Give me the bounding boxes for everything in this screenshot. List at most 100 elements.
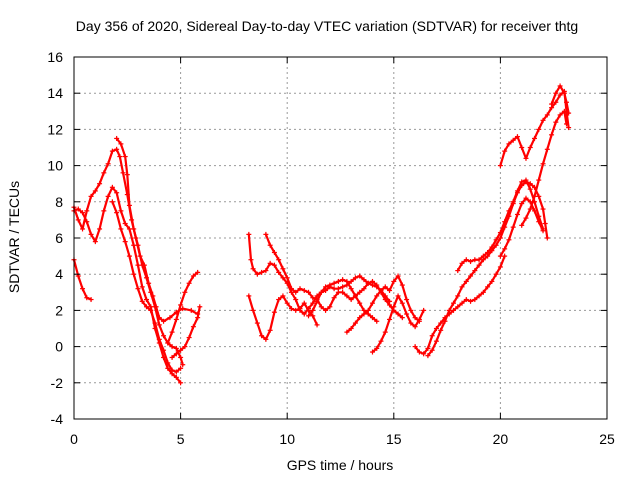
data-point-marker	[374, 318, 380, 324]
data-point-marker	[404, 311, 410, 317]
data-point-marker	[506, 141, 512, 147]
data-point-marker	[122, 239, 128, 245]
data-point-marker	[165, 365, 171, 371]
y-tick-label: -4	[51, 411, 64, 427]
data-point-marker	[395, 273, 401, 279]
data-point-marker	[468, 298, 474, 304]
data-point-marker	[544, 235, 550, 241]
data-point-marker	[378, 287, 384, 293]
data-point-marker	[297, 306, 303, 312]
data-point-marker	[306, 307, 312, 313]
data-point-marker	[288, 286, 294, 292]
data-point-marker	[284, 300, 290, 306]
data-point-marker	[450, 307, 456, 313]
y-axis-title: SDTVAR / TECUs	[6, 181, 22, 293]
data-point-marker	[374, 282, 380, 288]
data-point-marker	[502, 219, 508, 225]
data-point-marker	[105, 161, 111, 167]
data-point-marker	[97, 226, 103, 232]
data-point-marker	[190, 324, 196, 330]
data-point-marker	[425, 353, 431, 359]
data-point-marker	[248, 257, 254, 263]
data-point-marker	[169, 344, 175, 350]
data-point-marker	[135, 286, 141, 292]
data-point-marker	[438, 327, 444, 333]
y-tick-label: 12	[47, 121, 63, 137]
data-point-marker	[549, 101, 555, 107]
data-point-marker	[84, 295, 90, 301]
x-tick-label: 20	[493, 431, 509, 447]
data-point-marker	[357, 273, 363, 279]
data-point-marker	[293, 289, 299, 295]
data-point-marker	[532, 135, 538, 141]
data-point-marker	[88, 193, 94, 199]
data-point-marker	[387, 287, 393, 293]
data-point-marker	[391, 304, 397, 310]
data-point-marker	[318, 289, 324, 295]
data-point-marker	[280, 266, 286, 272]
data-point-marker	[331, 295, 337, 301]
data-point-marker	[173, 374, 179, 380]
data-point-marker	[476, 257, 482, 263]
data-point-marker	[118, 226, 124, 232]
data-point-marker	[527, 206, 533, 212]
series-track	[345, 274, 421, 334]
data-point-marker	[540, 228, 546, 234]
data-point-marker	[557, 83, 563, 89]
data-point-marker	[114, 146, 120, 152]
data-point-marker	[399, 315, 405, 321]
data-point-marker	[306, 289, 312, 295]
data-point-marker	[173, 351, 179, 357]
data-point-marker	[250, 266, 256, 272]
data-point-marker	[148, 307, 154, 313]
data-point-marker	[114, 210, 120, 216]
data-point-marker	[374, 345, 380, 351]
data-point-marker	[510, 137, 516, 143]
data-point-marker	[540, 161, 546, 167]
data-point-marker	[493, 242, 499, 248]
data-point-marker	[118, 208, 124, 214]
data-point-marker	[523, 195, 529, 201]
data-point-marker	[165, 340, 171, 346]
data-point-marker	[429, 347, 435, 353]
data-point-marker	[276, 257, 282, 263]
data-point-marker	[267, 260, 273, 266]
data-point-marker	[438, 320, 444, 326]
data-point-marker	[514, 188, 520, 194]
data-point-marker	[497, 235, 503, 241]
data-point-marker	[190, 273, 196, 279]
data-point-marker	[126, 202, 132, 208]
data-point-marker	[139, 262, 145, 268]
data-point-marker	[433, 338, 439, 344]
data-point-marker	[514, 134, 520, 140]
data-point-marker	[506, 237, 512, 243]
data-point-marker	[152, 320, 158, 326]
data-point-marker	[563, 99, 569, 105]
y-tick-label: 0	[55, 339, 63, 355]
data-point-marker	[173, 369, 179, 375]
data-point-marker	[519, 222, 525, 228]
data-point-marker	[442, 318, 448, 324]
data-point-marker	[532, 208, 538, 214]
data-point-marker	[250, 307, 256, 313]
data-point-marker	[327, 282, 333, 288]
x-tick-label: 0	[70, 431, 78, 447]
data-point-marker	[348, 286, 354, 292]
data-point-marker	[395, 311, 401, 317]
data-point-marker	[489, 278, 495, 284]
axes-layer: 0 5 10 15 20 25 -4 -2 0 2 4 6 8 10 12 14 16	[47, 49, 615, 447]
data-point-marker	[408, 320, 414, 326]
data-point-marker	[476, 293, 482, 299]
data-point-marker	[408, 307, 414, 313]
x-tick-label: 25	[599, 431, 615, 447]
data-point-marker	[416, 316, 422, 322]
y-tick-label: -2	[51, 375, 64, 391]
y-tick-label: 4	[55, 266, 63, 282]
data-point-marker	[293, 297, 299, 303]
data-point-marker	[97, 181, 103, 187]
data-point-marker	[412, 324, 418, 330]
data-point-marker	[178, 365, 184, 371]
data-point-marker	[357, 300, 363, 306]
data-point-marker	[84, 219, 90, 225]
